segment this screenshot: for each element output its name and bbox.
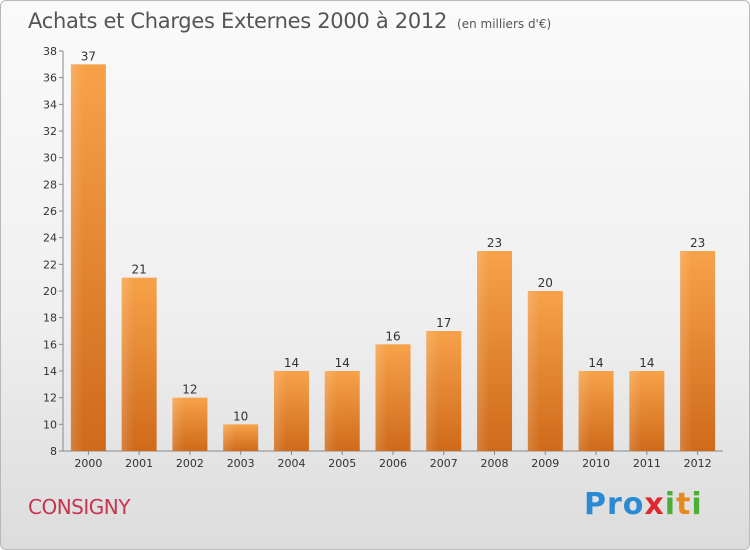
y-tick-label: 24 [43, 232, 57, 245]
y-tick-label: 32 [43, 125, 57, 138]
chart-title-text: Achats et Charges Externes 2000 à 2012 [28, 9, 448, 33]
bar-highlight [375, 344, 388, 451]
chart-axes: 8 10 12 14 16 18 20 22 24 26 28 30 32 34 36 38 2000 2001 2… [43, 45, 723, 470]
data-label: 14 [335, 356, 350, 370]
bar-highlight [223, 424, 236, 451]
x-tick-label: 2012 [684, 457, 712, 470]
y-tick-label: 22 [43, 258, 57, 271]
data-label: 21 [132, 263, 147, 277]
y-tick-label: 16 [43, 338, 57, 351]
data-label: 14 [639, 356, 654, 370]
data-label: 20 [538, 276, 553, 290]
logo-part-2: x [644, 487, 665, 522]
y-tick-label: 28 [43, 178, 57, 191]
data-label: 23 [487, 236, 502, 250]
data-label: 37 [81, 49, 96, 63]
bar-highlight [680, 251, 693, 451]
y-tick-label: 10 [43, 418, 57, 431]
y-tick-label: 38 [43, 45, 57, 58]
bar-highlight [121, 277, 134, 451]
x-tick-label: 2004 [277, 457, 305, 470]
proxiti-logo[interactable]: Proxiti [584, 487, 703, 522]
bar-highlight [578, 371, 591, 451]
bar-highlight [324, 371, 337, 451]
bar-highlight [629, 371, 642, 451]
x-tick-label: 2003 [227, 457, 255, 470]
chart-title: Achats et Charges Externes 2000 à 2012 (e… [28, 9, 551, 33]
y-tick-label: 34 [43, 98, 57, 111]
bar-highlight [527, 291, 541, 451]
commune-name: CONSIGNY [28, 495, 130, 519]
y-tick-label: 8 [50, 445, 57, 458]
x-tick-label: 2009 [531, 457, 559, 470]
logo-part-3: i [664, 487, 677, 522]
x-tick-label: 2002 [176, 457, 204, 470]
data-label: 16 [385, 329, 400, 343]
x-tick-label: 2007 [430, 457, 458, 470]
data-label: 17 [436, 316, 451, 330]
chart-unit: (en milliers d'€) [457, 17, 552, 31]
y-tick-label: 18 [43, 312, 57, 325]
x-tick-label: 2011 [633, 457, 661, 470]
x-tick-label: 2000 [74, 457, 102, 470]
bar-highlight [70, 64, 84, 452]
x-tick-label: 2005 [328, 457, 356, 470]
x-tick-label: 2006 [379, 457, 407, 470]
y-tick-label: 14 [43, 365, 57, 378]
y-tick-label: 30 [43, 152, 57, 165]
logo-part-5: i [691, 487, 703, 522]
data-label: 14 [284, 356, 299, 370]
data-label: 14 [588, 356, 603, 370]
x-tick-label: 2001 [125, 457, 153, 470]
data-label: 12 [182, 383, 197, 397]
y-tick-label: 26 [43, 205, 57, 218]
logo-part-4: t [676, 487, 692, 522]
bar-highlight [273, 371, 287, 451]
y-tick-label: 20 [43, 285, 57, 298]
y-tick-label: 12 [43, 392, 57, 405]
logo-part-1: Pro [584, 487, 645, 522]
chart-bars: 37 21 12 10 14 14 16 17 23 20 14 14 23 [70, 49, 716, 452]
data-label: 10 [233, 409, 248, 423]
bar-highlight [172, 397, 185, 451]
bar-highlight [426, 331, 439, 451]
y-tick-label: 36 [43, 72, 57, 85]
x-tick-label: 2008 [481, 457, 509, 470]
data-label: 23 [690, 236, 705, 250]
bar-highlight [477, 251, 490, 451]
x-tick-label: 2010 [582, 457, 610, 470]
